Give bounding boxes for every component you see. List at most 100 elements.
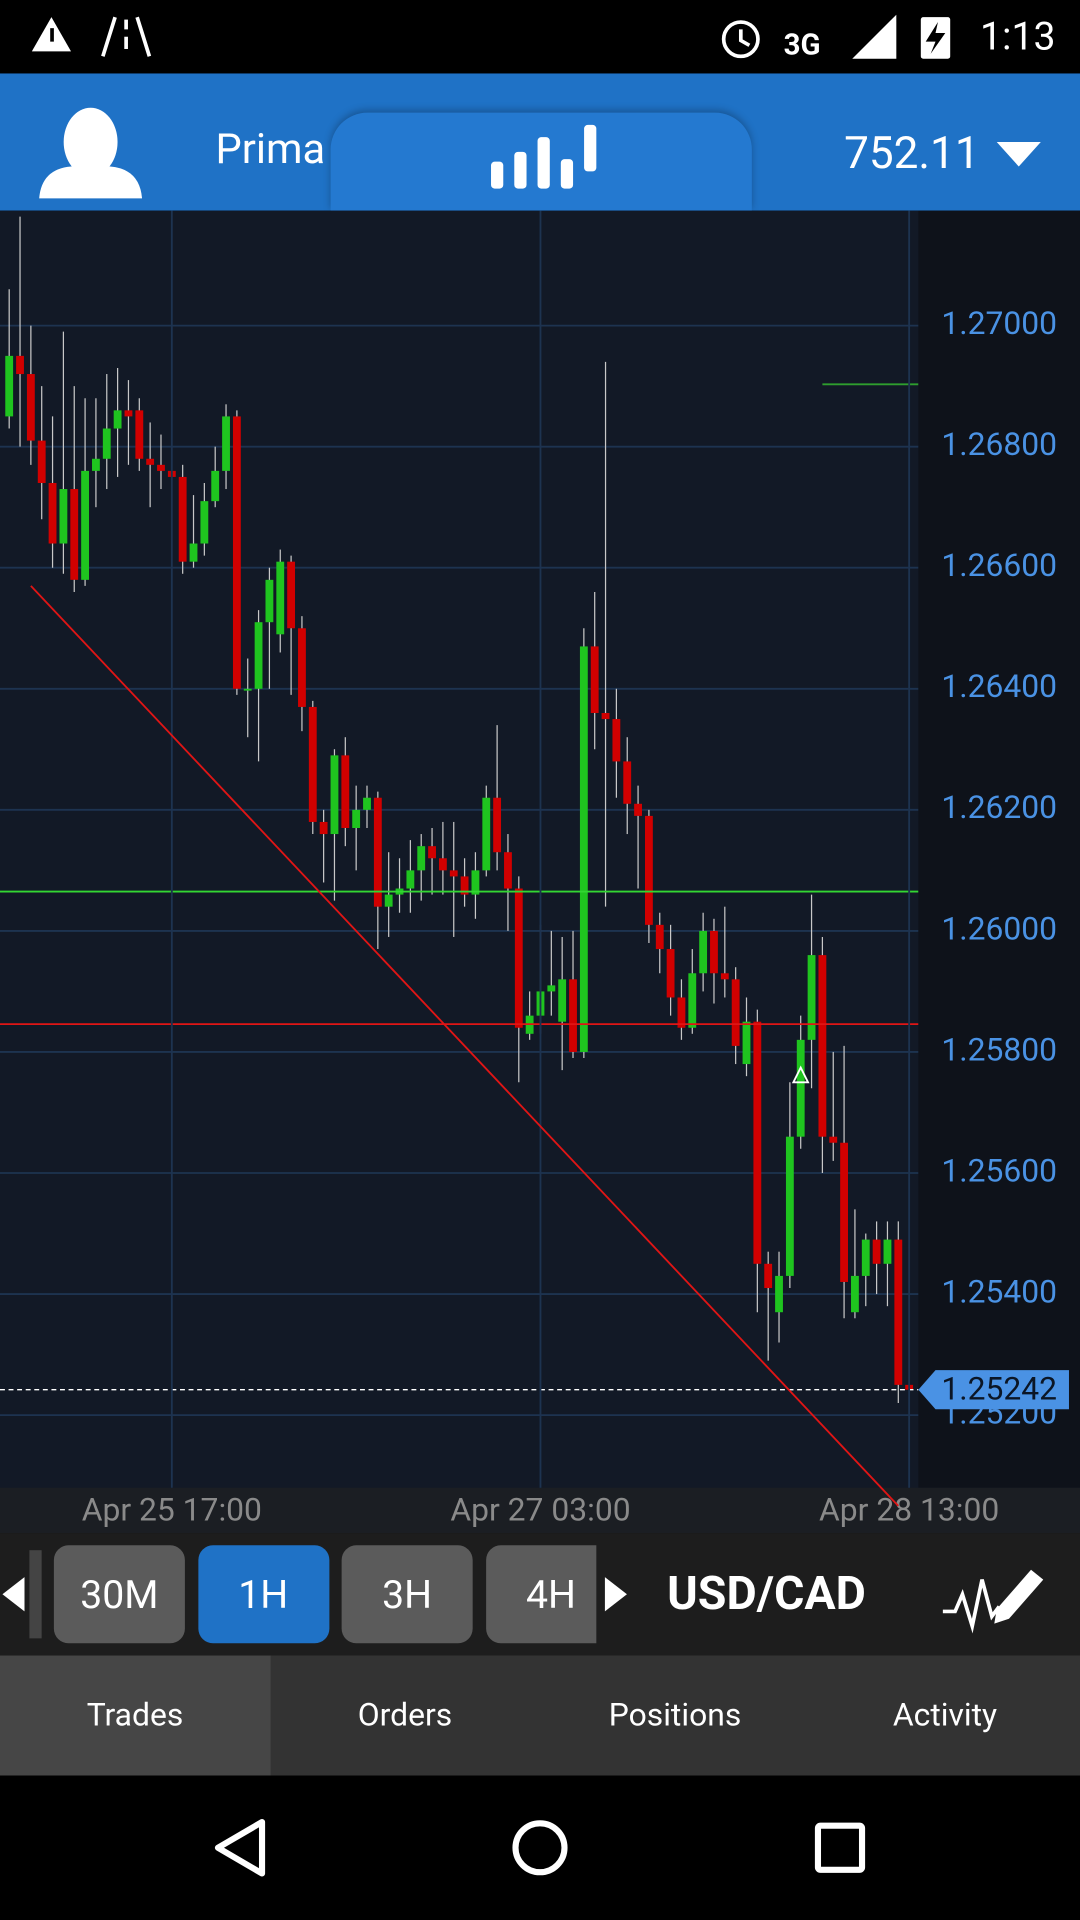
candle-body <box>807 955 816 1040</box>
balance-dropdown[interactable] <box>994 140 1043 169</box>
candle-body <box>677 997 686 1028</box>
header-graphics <box>39 107 143 199</box>
timeframe-button[interactable]: 30M <box>53 1545 185 1644</box>
candle-body <box>818 955 827 1137</box>
clock: 1:13 <box>980 14 1056 60</box>
candle-body <box>731 979 740 1046</box>
candle-body <box>243 688 252 691</box>
y-axis-background <box>918 210 1080 1488</box>
candle-body <box>276 561 285 635</box>
y-tick-label: 1.26200 <box>941 788 1057 826</box>
candle-body <box>146 458 155 465</box>
timeframe-button[interactable]: 4H <box>485 1545 597 1644</box>
candle-body <box>48 482 57 544</box>
candle-body <box>428 846 436 859</box>
candle-body <box>200 501 209 544</box>
scroll-right[interactable] <box>600 1533 637 1655</box>
x-tick-label: Apr 27 03:00 <box>450 1491 630 1529</box>
nav-bar <box>0 1775 1080 1920</box>
candle-body <box>753 1021 762 1264</box>
home-button[interactable] <box>512 1820 568 1876</box>
tab[interactable]: Trades <box>0 1655 270 1776</box>
candle-body <box>547 985 556 992</box>
alarm-hands <box>738 29 751 47</box>
candle-body <box>157 464 165 471</box>
status-bar: 3G 1:13 <box>0 0 1080 74</box>
candle-body <box>829 1136 838 1143</box>
balance[interactable]: 752.11 <box>844 127 980 179</box>
tab[interactable]: Activity <box>892 1697 998 1734</box>
trend-line <box>30 585 899 1507</box>
candle-body <box>471 870 480 895</box>
timeframe-button[interactable]: 3H <box>341 1545 473 1644</box>
candle-body <box>612 719 621 762</box>
candle-body <box>601 712 610 720</box>
candle-body <box>699 930 708 974</box>
plot <box>0 216 919 1417</box>
candle-body <box>113 410 122 429</box>
candle-body <box>894 1239 903 1385</box>
candle-body <box>438 858 447 871</box>
candle-body <box>666 949 675 998</box>
y-tick-label: 1.25400 <box>941 1272 1057 1310</box>
road-icon <box>101 16 152 57</box>
candle-body <box>796 1039 805 1137</box>
nav-icons <box>214 1818 866 1877</box>
candle-body <box>590 646 599 713</box>
candle-body <box>775 1275 783 1313</box>
candle-body <box>189 543 198 562</box>
candle-body <box>861 1239 870 1276</box>
scroll-left[interactable] <box>0 1533 49 1655</box>
charging-bolt <box>925 22 946 54</box>
candle-body <box>373 797 382 907</box>
trade-marker <box>791 1065 810 1084</box>
candle-body <box>178 476 187 562</box>
candle-body <box>644 815 653 925</box>
candle-body <box>341 755 350 828</box>
y-tick-label: 1.25800 <box>941 1030 1057 1068</box>
candle-body <box>851 1275 859 1313</box>
candle-body <box>254 622 263 689</box>
candle-body <box>37 440 46 483</box>
tab-bar: Trades Orders Positions Activity <box>0 1655 1080 1776</box>
candle-body <box>493 797 502 853</box>
candle-body <box>872 1239 881 1264</box>
candle-body <box>558 979 567 1022</box>
recents-button[interactable] <box>814 1822 866 1873</box>
candle-body <box>5 355 14 417</box>
candle-body <box>384 894 393 907</box>
timeframe-list: 30M 1H 3H 4H <box>0 1533 597 1655</box>
candle-body <box>417 846 426 871</box>
tab[interactable]: Orders <box>357 1697 453 1734</box>
candle-body <box>232 416 241 689</box>
chart-tab[interactable] <box>330 112 752 211</box>
candle-body <box>710 930 718 974</box>
timeframe-button[interactable]: 1H <box>197 1545 329 1644</box>
account-name[interactable]: Prima <box>215 124 326 174</box>
candle-body <box>579 646 588 1052</box>
candle-body <box>504 852 512 889</box>
chart-tab-icon <box>491 124 597 189</box>
avatar-icon[interactable] <box>39 107 143 199</box>
y-tick-label: 1.26600 <box>941 546 1057 584</box>
candle-body <box>287 561 296 629</box>
symbol[interactable]: USD/CAD <box>667 1567 866 1622</box>
status-icons: 3G 1:13 <box>31 14 1056 62</box>
candle-body <box>634 803 642 816</box>
candle-body <box>840 1142 849 1282</box>
candle-body <box>222 416 230 471</box>
warning-mark <box>50 28 54 42</box>
y-tick-label: 1.25600 <box>941 1151 1057 1189</box>
network-type: 3G <box>784 28 821 62</box>
current-price-tag <box>918 1370 1069 1410</box>
x-tick-label: Apr 25 17:00 <box>82 1491 262 1529</box>
drawing-tool[interactable] <box>938 1558 1048 1636</box>
candle-body <box>81 470 90 580</box>
back-button[interactable] <box>214 1818 266 1877</box>
tab[interactable]: Positions <box>608 1697 742 1734</box>
toolbar: 30M 1H 3H 4H USD/CAD <box>0 1533 1080 1656</box>
candle-body <box>720 973 729 980</box>
candle-body <box>330 755 339 835</box>
candle-body <box>514 888 523 1028</box>
